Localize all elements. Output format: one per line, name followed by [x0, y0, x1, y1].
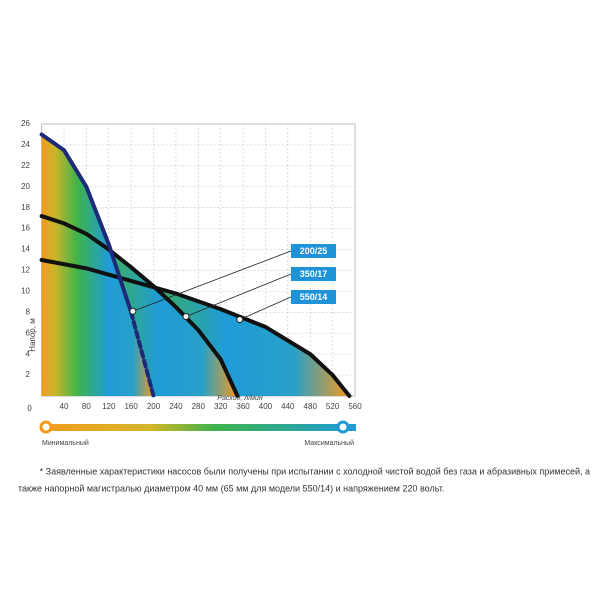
x-tick-label: 160	[124, 402, 138, 411]
x-tick-label: 40	[60, 402, 69, 411]
x-tick-label: 360	[236, 402, 250, 411]
y-tick-label: 16	[21, 224, 30, 233]
y-tick-label: 18	[21, 203, 30, 212]
x-tick-label: 480	[304, 402, 318, 411]
x-tick-label: 560	[348, 402, 362, 411]
series-line	[39, 132, 134, 315]
y-tick-label: 26	[21, 119, 30, 128]
color-scale	[40, 424, 356, 431]
x-tick-label: 120	[102, 402, 116, 411]
legend-box	[291, 244, 336, 258]
x-tick-label: 400	[259, 402, 273, 411]
y-tick-label: 20	[21, 182, 30, 191]
x-tick-label: 80	[82, 402, 91, 411]
x-tick-label: 240	[169, 402, 183, 411]
x-tick-label: 440	[281, 402, 295, 411]
label-point	[236, 316, 244, 324]
leader-line	[239, 296, 292, 320]
legend-label: 550/14	[300, 292, 328, 302]
x-tick-label: 200	[147, 402, 161, 411]
y-tick-label: 12	[21, 266, 30, 275]
scale-min-label: Минимальный	[42, 439, 89, 447]
series-line	[39, 214, 240, 398]
y-tick-label: 4	[26, 349, 31, 358]
scale-min-knob	[39, 420, 53, 434]
scale-max-knob	[336, 420, 350, 434]
y-tick-label: 24	[21, 140, 30, 149]
x-tick-label: 320	[214, 402, 228, 411]
plot	[39, 123, 356, 398]
footnote-line: также напорной магистралью диаметром 40 …	[18, 483, 444, 493]
legend-box	[291, 267, 336, 281]
y-tick-label: 8	[26, 307, 31, 316]
legend-label: 350/17	[300, 269, 328, 279]
x-tick-label: 280	[192, 402, 206, 411]
scale-max-label: Максимальный	[304, 439, 354, 447]
area	[41, 134, 154, 396]
leader-line	[185, 273, 292, 317]
y-tick-label: 6	[26, 328, 31, 337]
leader-line	[132, 250, 292, 312]
y-tick-label: 10	[21, 286, 30, 295]
legend-label: 200/25	[300, 246, 328, 256]
footnote-line: * Заявленные характеристики насосов были…	[40, 466, 590, 476]
label-point	[129, 307, 137, 315]
legend-box	[291, 290, 336, 304]
series-line	[39, 258, 352, 398]
series-line	[129, 310, 156, 398]
y-axis-label: Напор, м	[28, 318, 37, 351]
x-tick-label: 520	[326, 402, 340, 411]
label-point	[182, 312, 190, 320]
y-tick-label: 2	[26, 370, 31, 379]
y-tick-label: 14	[21, 245, 30, 254]
x-tick-label: 0	[27, 404, 32, 413]
y-tick-label: 22	[21, 161, 30, 170]
x-axis-label: Расход, л/мин	[217, 394, 263, 402]
